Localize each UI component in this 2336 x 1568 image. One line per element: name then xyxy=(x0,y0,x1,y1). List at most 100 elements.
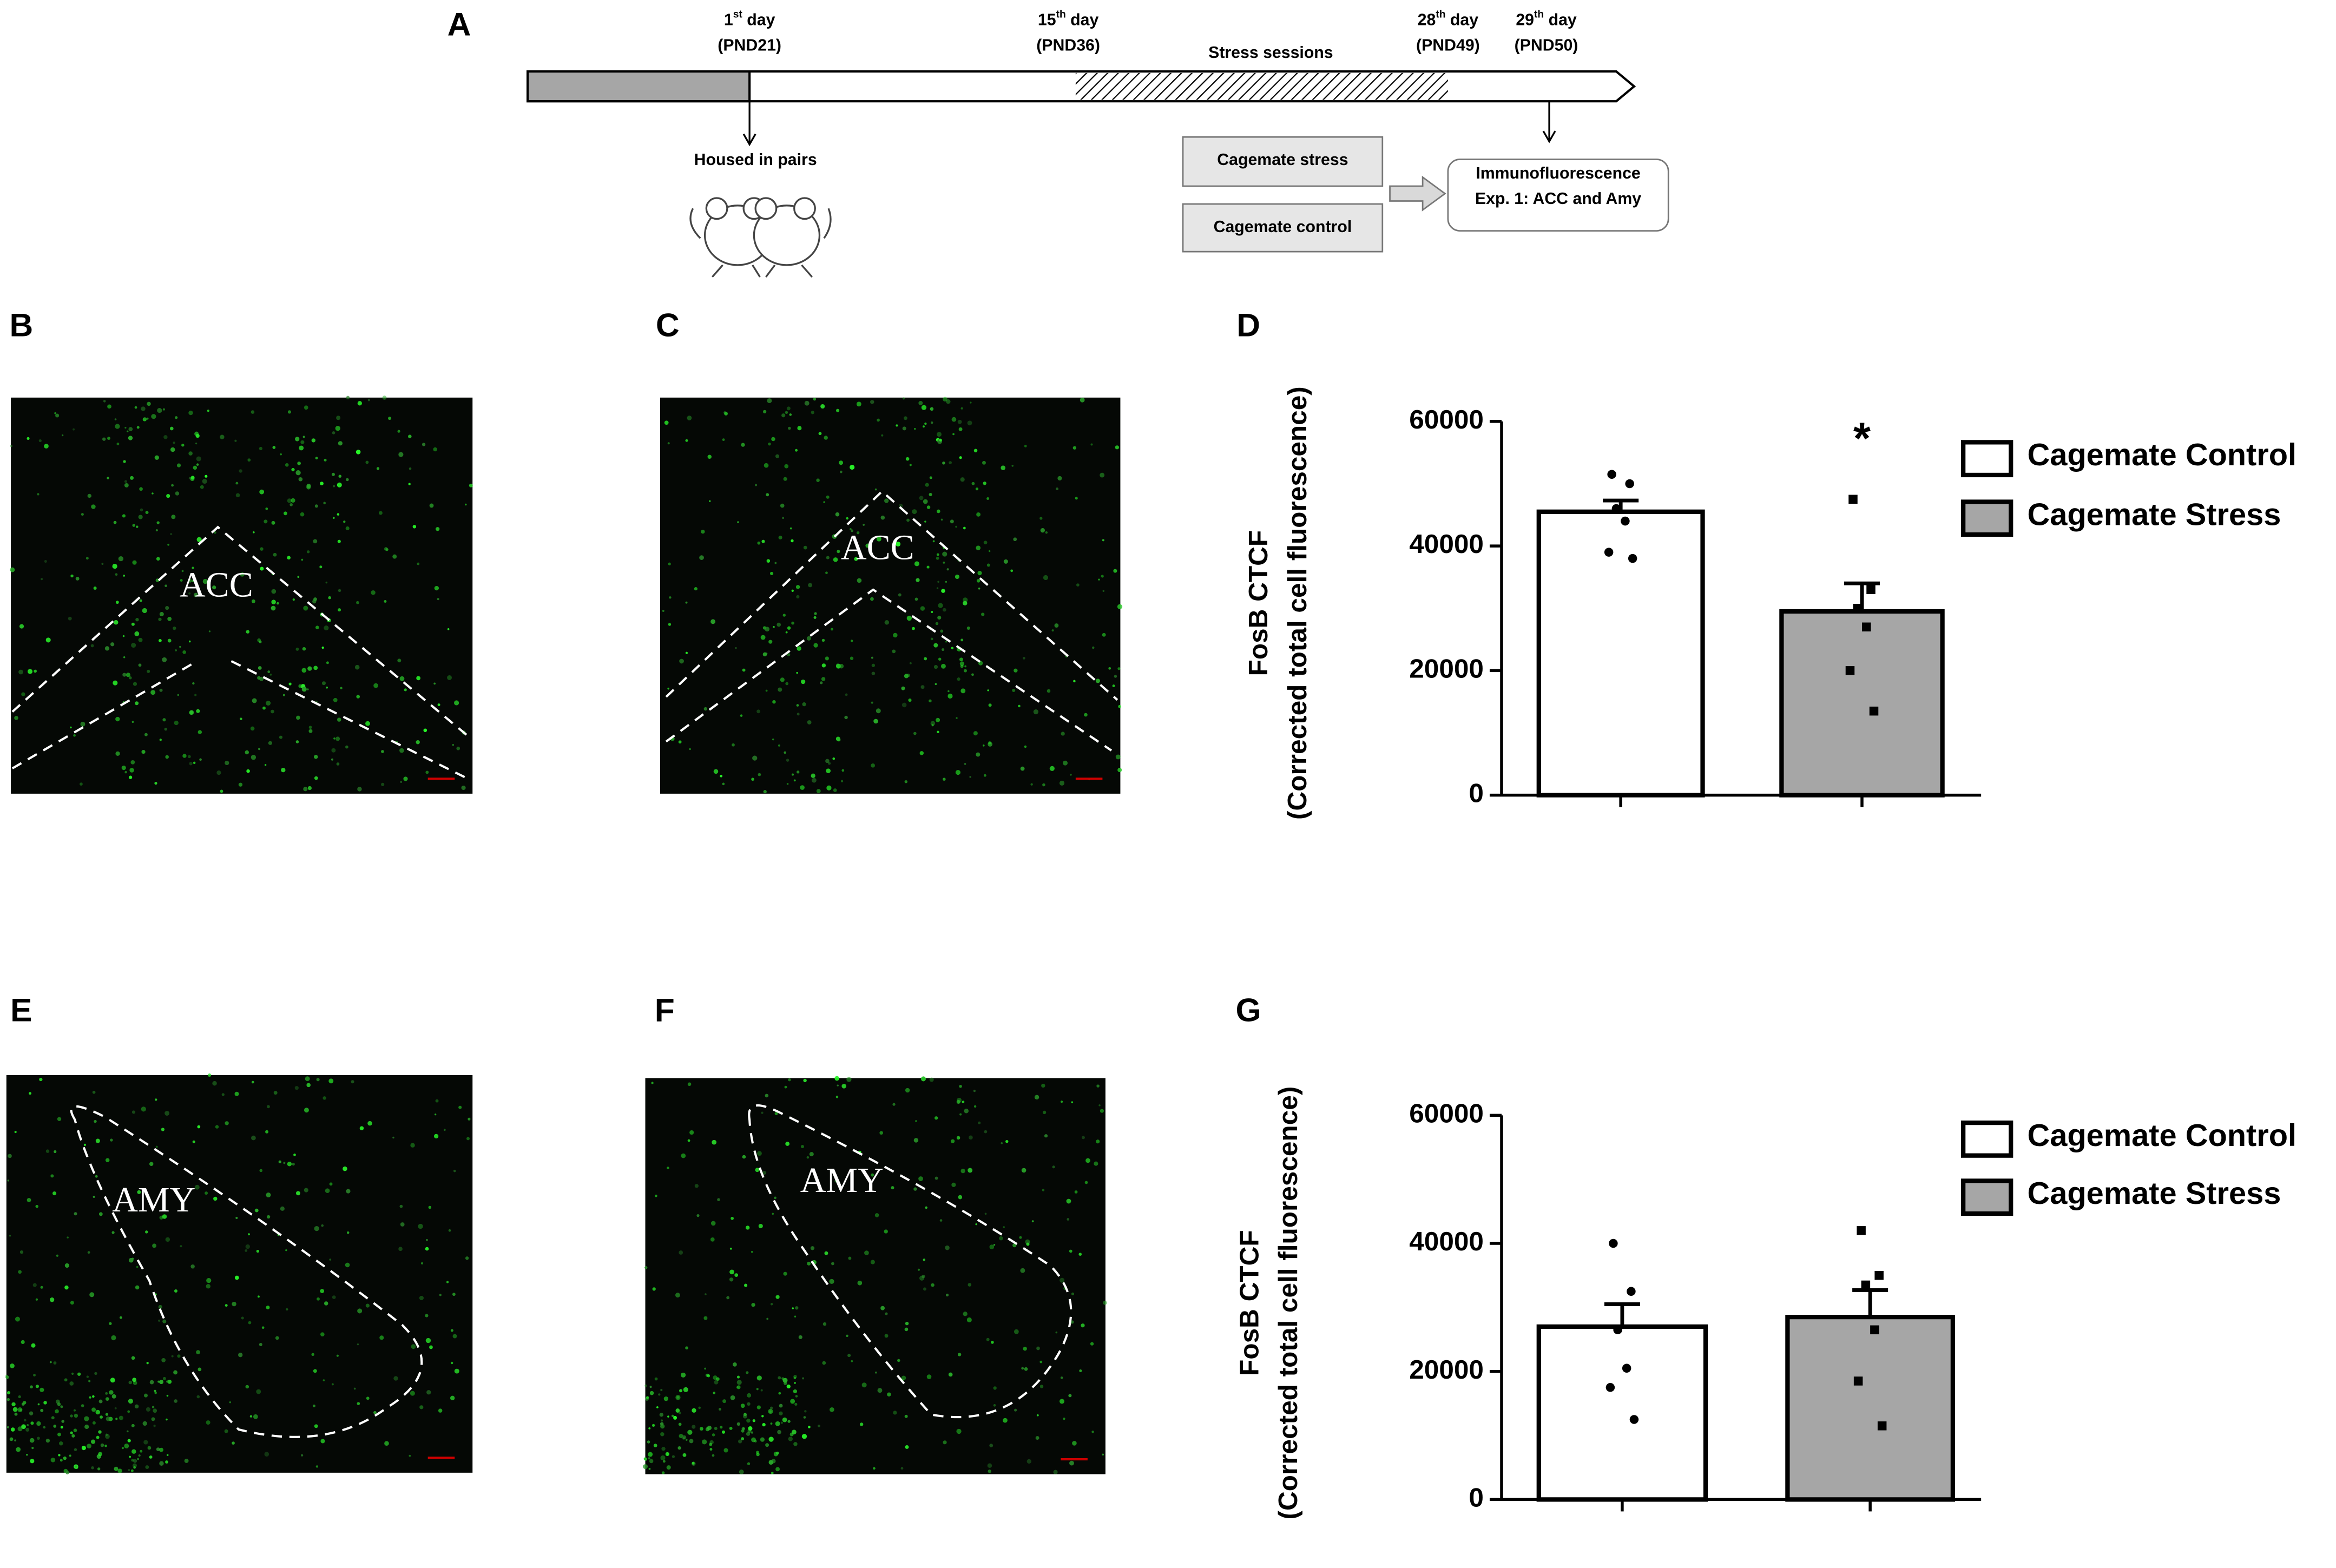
cell xyxy=(948,1372,953,1377)
cell xyxy=(105,1397,109,1401)
cell xyxy=(752,1419,755,1422)
cell xyxy=(260,566,264,571)
legend-label: Cagemate Control xyxy=(2027,438,2296,472)
cell xyxy=(98,1212,103,1216)
cell xyxy=(144,733,148,736)
cell xyxy=(299,445,304,451)
cell xyxy=(259,640,262,643)
cell xyxy=(435,1114,437,1116)
cell xyxy=(820,681,823,684)
cell xyxy=(963,1312,968,1316)
cell xyxy=(115,424,120,429)
cell xyxy=(931,724,934,727)
cell xyxy=(835,409,840,412)
cell xyxy=(136,1266,139,1268)
cell xyxy=(1056,487,1059,491)
cell xyxy=(800,785,805,790)
cell xyxy=(938,657,942,661)
cell xyxy=(887,1392,891,1397)
cell xyxy=(264,519,268,524)
cell xyxy=(119,1316,122,1319)
cell xyxy=(71,1372,74,1375)
cell xyxy=(246,630,250,634)
cell xyxy=(60,1426,63,1429)
cell xyxy=(469,483,473,487)
cell xyxy=(268,741,273,745)
cell xyxy=(1012,688,1016,692)
cell xyxy=(1096,1139,1100,1144)
cell xyxy=(929,493,932,497)
cell xyxy=(963,669,967,673)
cell xyxy=(143,1440,148,1445)
cell xyxy=(793,1375,797,1379)
cell xyxy=(654,1194,657,1197)
cell xyxy=(933,643,938,648)
cell xyxy=(1034,1095,1039,1100)
cell xyxy=(154,781,157,785)
cell xyxy=(259,446,262,451)
cell xyxy=(302,436,305,438)
region-outline xyxy=(70,1105,423,1438)
cell xyxy=(765,627,770,632)
cell xyxy=(235,1216,238,1220)
cell xyxy=(661,1471,665,1474)
cell xyxy=(1091,1431,1094,1433)
cell xyxy=(755,1168,760,1172)
cell xyxy=(316,1078,320,1082)
cell xyxy=(162,1376,166,1380)
cell xyxy=(225,1121,229,1125)
cell xyxy=(29,1092,32,1095)
cell xyxy=(162,408,165,411)
cell xyxy=(786,1384,791,1389)
cell xyxy=(5,1375,9,1379)
legend-label: Cagemate Stress xyxy=(2027,1176,2281,1211)
cell xyxy=(969,776,971,778)
cell xyxy=(311,1353,314,1356)
cell xyxy=(171,1355,174,1358)
cell xyxy=(912,627,915,630)
cell xyxy=(802,702,806,707)
cell xyxy=(174,720,179,726)
cell xyxy=(807,1261,811,1266)
cell xyxy=(661,1447,666,1451)
cell xyxy=(656,1406,659,1408)
cell xyxy=(1020,766,1025,771)
cell xyxy=(105,1392,108,1395)
cell xyxy=(764,463,769,468)
cell xyxy=(707,454,712,459)
block-arrow xyxy=(1389,175,1446,212)
cell xyxy=(945,1293,949,1297)
cell xyxy=(960,1168,965,1174)
micrograph-bg xyxy=(11,397,473,794)
cell xyxy=(784,751,786,754)
cell xyxy=(311,438,316,443)
day-label: 1st day xyxy=(724,9,775,29)
cell xyxy=(425,1314,429,1317)
cell xyxy=(946,568,949,571)
cell xyxy=(397,430,400,433)
cell xyxy=(257,1295,260,1298)
cell xyxy=(936,587,939,589)
cell xyxy=(906,518,910,522)
cell xyxy=(161,1128,165,1131)
cell xyxy=(220,434,225,439)
cell xyxy=(649,1386,652,1388)
cell xyxy=(701,530,705,534)
cell xyxy=(74,1212,77,1216)
cell xyxy=(422,443,426,446)
cell xyxy=(346,396,350,400)
cell xyxy=(54,412,57,414)
cell xyxy=(1070,774,1072,776)
cell xyxy=(313,597,317,602)
cell xyxy=(1035,1436,1039,1440)
cell xyxy=(793,779,796,782)
cell xyxy=(924,657,927,661)
cell xyxy=(850,529,854,532)
cell xyxy=(337,717,341,722)
cell xyxy=(131,643,136,648)
cell xyxy=(937,581,939,583)
cell xyxy=(793,1442,798,1446)
cell xyxy=(908,698,912,702)
cell xyxy=(121,765,126,770)
cell xyxy=(400,781,403,783)
